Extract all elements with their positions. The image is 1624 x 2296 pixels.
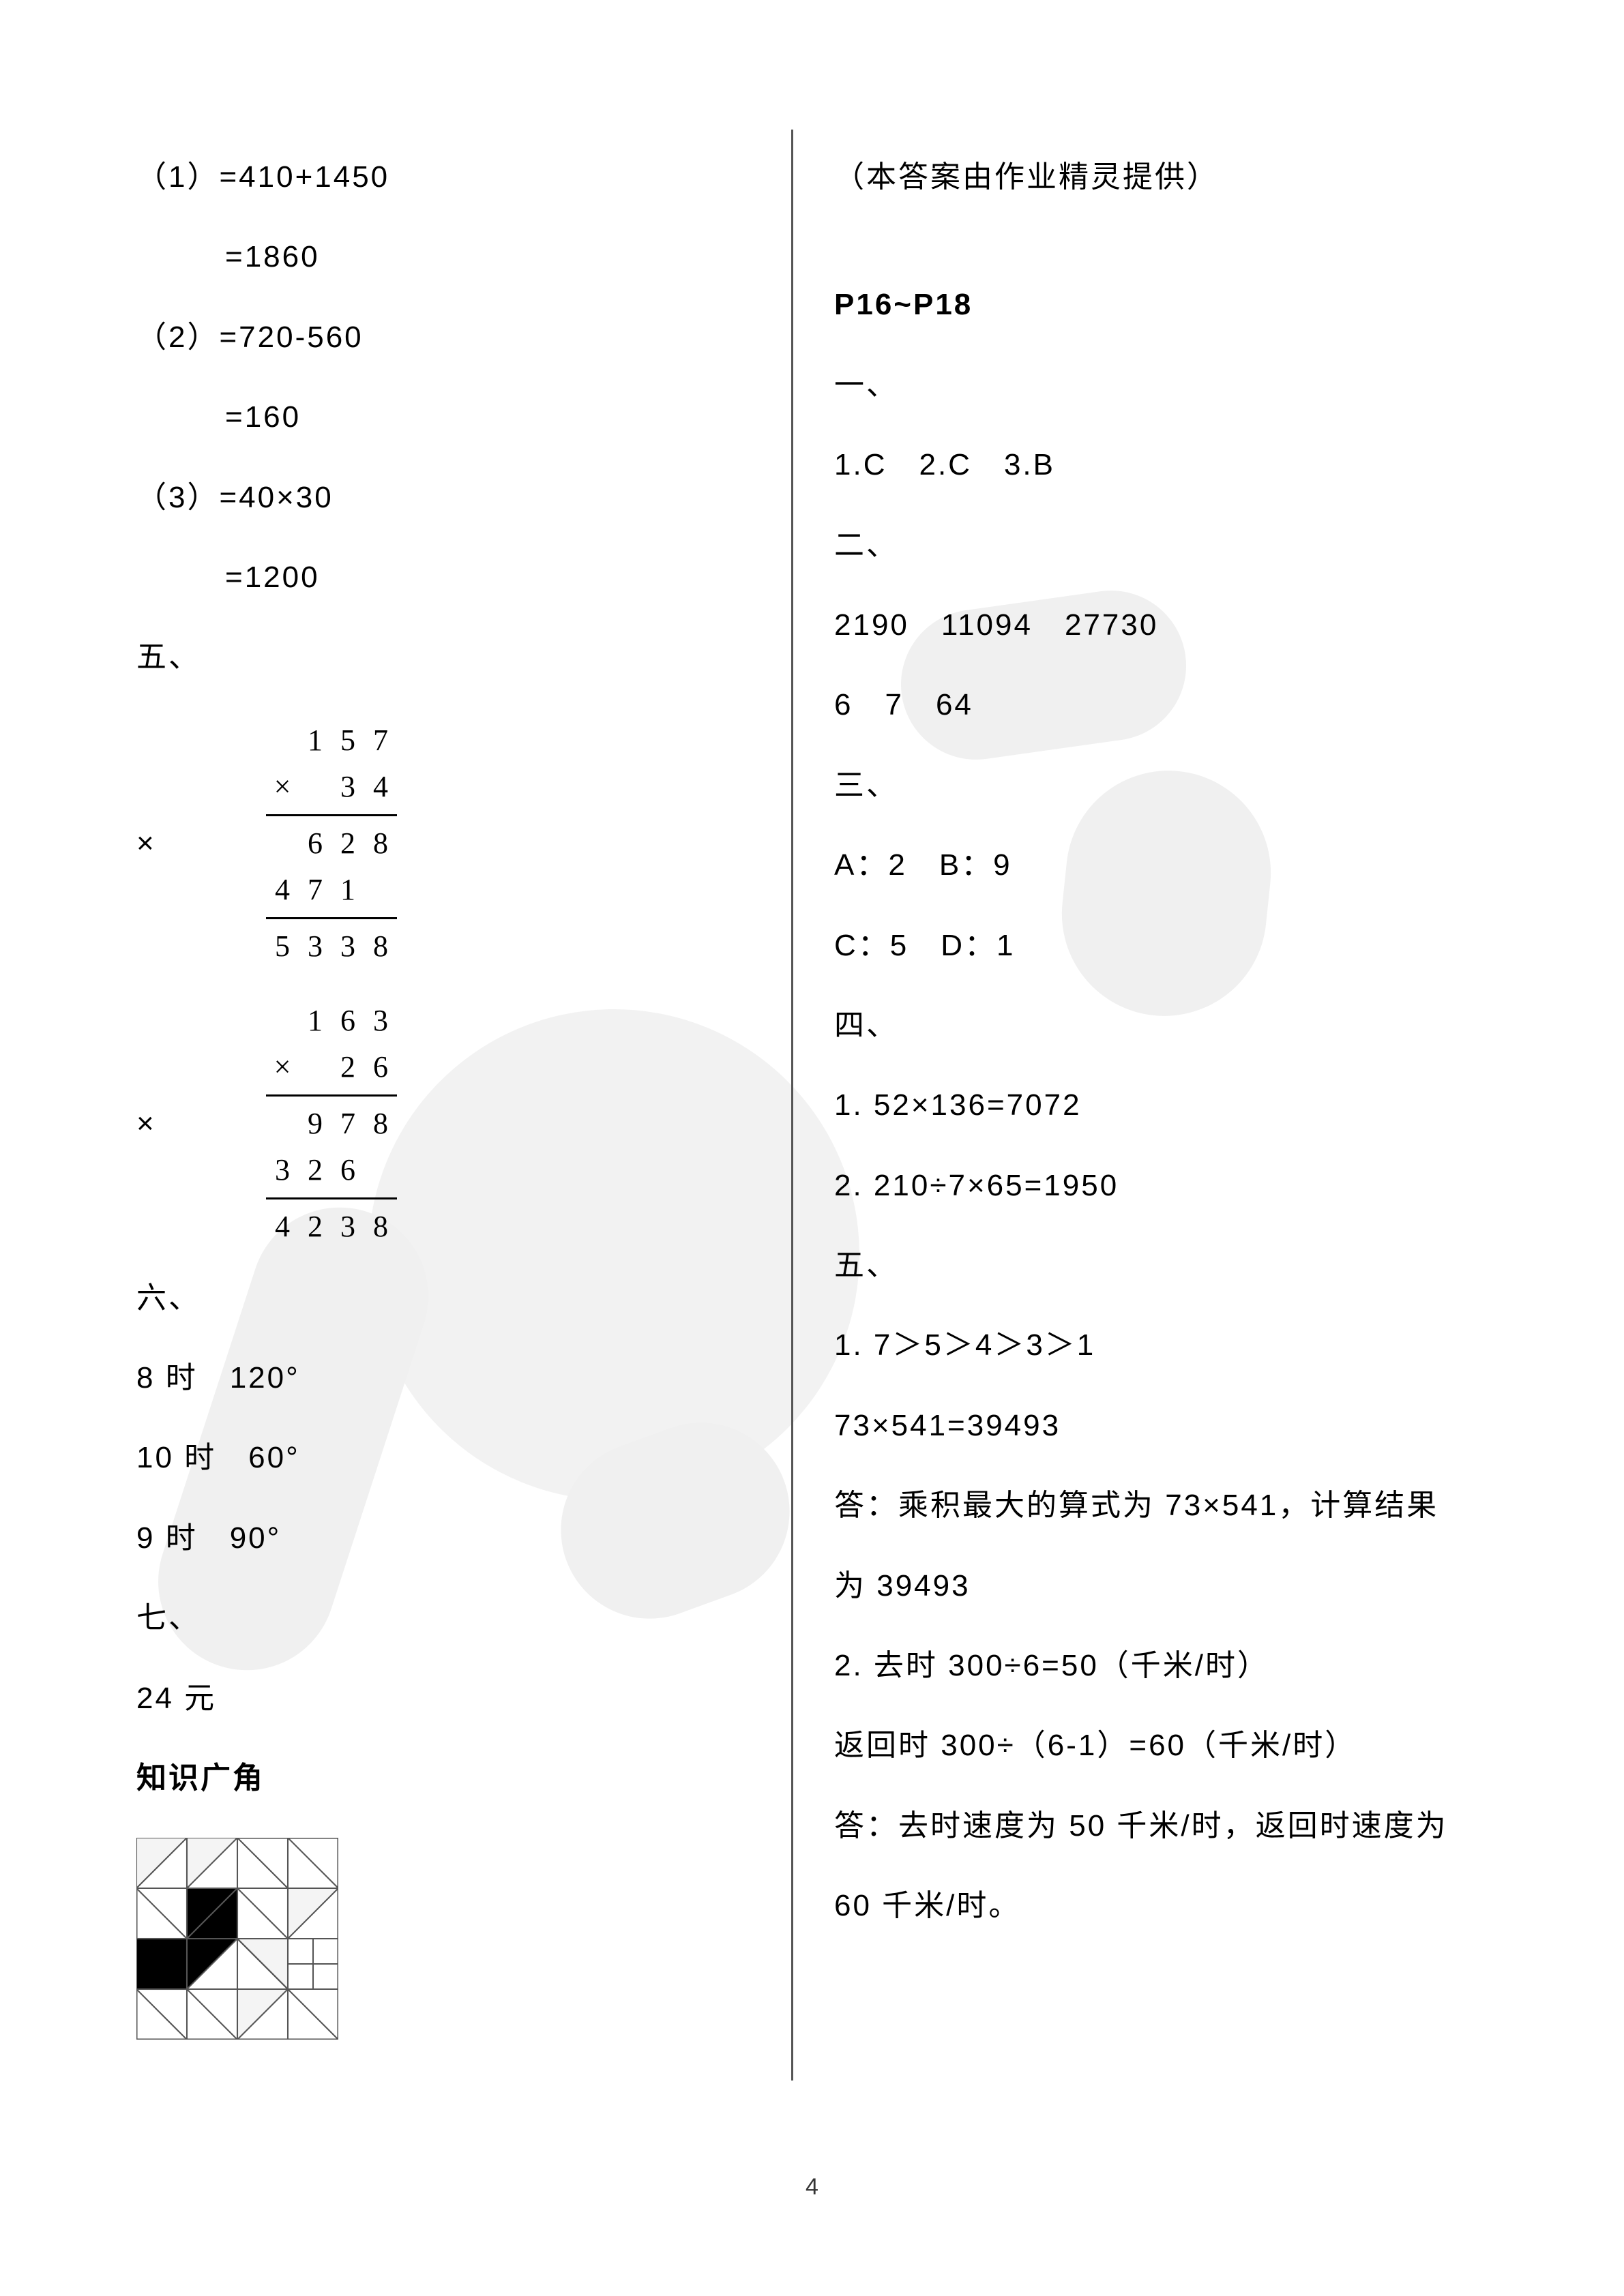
- page-number: 4: [0, 2174, 1624, 2201]
- long-multiplication-2-row: × 1 6 3 × 2 6: [136, 998, 750, 1251]
- s2-line1: 2190 11094 27730: [834, 605, 1448, 645]
- s2-line2: 6 7 64: [834, 685, 1448, 725]
- s5-line5: 2. 去时 300÷6=50（千米/时）: [834, 1645, 1448, 1686]
- lm2-rule1: [266, 1094, 397, 1097]
- s5-line3: 答：乘积最大的算式为 73×541，计算结果: [834, 1485, 1448, 1525]
- long-multiplication-1: 1 5 7 × 3 4 6 2 8: [266, 717, 397, 970]
- times-mark-2: ×: [136, 1107, 177, 1141]
- right-column: （本答案由作业精灵提供） P16~P18 一、 1.C 2.C 3.B 二、 2…: [834, 157, 1448, 2081]
- section-7-heading: 七、: [136, 1598, 750, 1638]
- long-multiplication-2: 1 6 3 × 2 6 9 7 8: [266, 998, 397, 1251]
- eq1-line2: =1860: [136, 237, 750, 277]
- eq2-line2: =160: [136, 397, 750, 437]
- s5-line8: 60 千米/时。: [834, 1885, 1448, 1926]
- section-5r-heading: 五、: [834, 1245, 1448, 1285]
- lm1-sum: 5 3 3 8: [266, 923, 397, 970]
- section-6-heading: 六、: [136, 1278, 750, 1318]
- eq3-line2: =1200: [136, 557, 750, 597]
- lm1-p1: 6 2 8: [266, 820, 397, 867]
- s6-line2: 10 时 60°: [136, 1437, 750, 1478]
- s6-line3: 9 时 90°: [136, 1518, 750, 1558]
- lm2-rule2: [266, 1197, 397, 1199]
- lm2-p1: 9 7 8: [266, 1101, 397, 1147]
- knowledge-corner-heading: 知识广角: [136, 1758, 750, 1798]
- s1-line1: 1.C 2.C 3.B: [834, 445, 1448, 485]
- s5-line1: 1. 7＞5＞4＞3＞1: [834, 1325, 1448, 1365]
- lm1-factor: × 3 4: [266, 764, 397, 810]
- column-divider: [791, 130, 793, 2081]
- two-column-layout: （1）=410+1450 =1860 （2）=720-560 =160 （3）=…: [0, 0, 1624, 2081]
- provider-note: （本答案由作业精灵提供）: [834, 157, 1448, 197]
- long-multiplication-1-row: × 1 5 7 × 3 4: [136, 717, 750, 970]
- s6-line1: 8 时 120°: [136, 1358, 750, 1398]
- page: （1）=410+1450 =1860 （2）=720-560 =160 （3）=…: [0, 0, 1624, 2296]
- lm1-p2: 4 7 1: [266, 867, 397, 913]
- s3-line1: A：2 B：9: [834, 845, 1448, 885]
- s4-line2: 2. 210÷7×65=1950: [834, 1165, 1448, 1206]
- lm1-top: 1 5 7: [266, 717, 397, 764]
- s5-line2: 73×541=39493: [834, 1405, 1448, 1446]
- section-5-heading: 五、: [136, 637, 750, 677]
- left-column: （1）=410+1450 =1860 （2）=720-560 =160 （3）=…: [136, 157, 750, 2081]
- lm2-top: 1 6 3: [266, 998, 397, 1044]
- s4-line1: 1. 52×136=7072: [834, 1085, 1448, 1125]
- lm1-rule2: [266, 917, 397, 919]
- s5-line7: 答：去时速度为 50 千米/时，返回时速度为: [834, 1806, 1448, 1846]
- lm2-sum: 4 2 3 8: [266, 1204, 397, 1250]
- section-4-heading: 四、: [834, 1005, 1448, 1045]
- eq2-line1: （2）=720-560: [136, 317, 750, 357]
- section-3-heading: 三、: [834, 765, 1448, 805]
- eq3-line1: （3）=40×30: [136, 477, 750, 518]
- s3-line2: C：5 D：1: [834, 925, 1448, 966]
- section-2-heading: 二、: [834, 525, 1448, 565]
- s5-line6: 返回时 300÷（6-1）=60（千米/时）: [834, 1725, 1448, 1765]
- lm1-rule1: [266, 814, 397, 816]
- eq1-line1: （1）=410+1450: [136, 157, 750, 197]
- times-mark-1: ×: [136, 826, 177, 861]
- section-1-heading: 一、: [834, 365, 1448, 405]
- page-range-heading: P16~P18: [834, 284, 1448, 325]
- lm2-p2: 3 2 6: [266, 1147, 397, 1193]
- lm2-factor: × 2 6: [266, 1044, 397, 1090]
- s7-line1: 24 元: [136, 1678, 750, 1718]
- puzzle-diagram: [136, 1838, 750, 2040]
- s5-line4: 为 39493: [834, 1566, 1448, 1606]
- spacer: [834, 237, 1448, 284]
